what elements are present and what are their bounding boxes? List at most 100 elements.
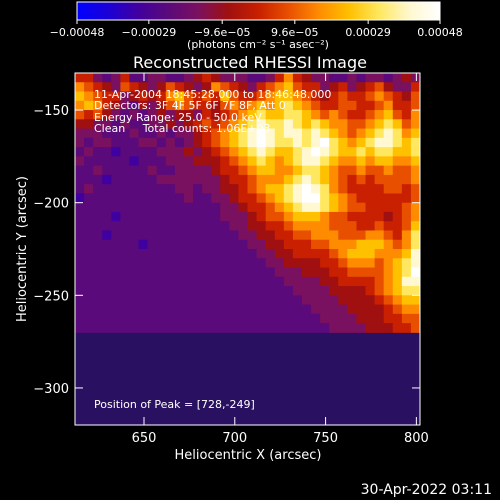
heatmap-cell (265, 100, 276, 111)
heatmap-cell (320, 91, 330, 102)
heatmap-cell (383, 202, 394, 213)
heatmap-cell (93, 184, 103, 194)
heatmap-cell (329, 267, 339, 278)
heatmap-cell (311, 323, 321, 333)
heatmap-cell (283, 221, 294, 231)
heatmap-cell (392, 276, 403, 287)
heatmap-cell (356, 323, 367, 333)
heatmap-cell (247, 286, 258, 296)
heatmap-cell (320, 82, 330, 93)
heatmap-cell (356, 249, 367, 259)
heatmap-cell (292, 286, 303, 296)
heatmap-cell (193, 147, 203, 157)
heatmap-cell (410, 286, 421, 296)
heatmap-cell (193, 267, 203, 278)
heatmap-cell (165, 295, 176, 306)
heatmap-cell (392, 202, 403, 213)
heatmap-cell (320, 137, 330, 148)
heatmap-cell (183, 295, 194, 306)
heatmap-cell (274, 286, 285, 296)
heatmap-cell (183, 286, 194, 296)
heatmap-cell (93, 174, 103, 185)
heatmap-cell (220, 211, 230, 222)
heatmap-cell (120, 193, 130, 204)
heatmap-cell (329, 82, 339, 93)
heatmap-cell (165, 174, 176, 185)
heatmap-cell (147, 249, 158, 259)
heatmap-cell (75, 174, 85, 185)
heatmap-cell (274, 100, 285, 111)
heatmap-cell (401, 119, 412, 130)
heatmap-cell (84, 100, 94, 111)
heatmap-cell (84, 249, 94, 259)
heatmap-cell (320, 165, 330, 176)
heatmap-cell (401, 165, 412, 176)
heatmap-cell (75, 276, 85, 287)
heatmap-cell (229, 267, 239, 278)
heatmap-cell (129, 304, 140, 315)
heatmap-cell (220, 202, 230, 213)
heatmap-cell (220, 239, 230, 250)
heatmap-cell (238, 304, 248, 315)
heatmap-cell (229, 295, 239, 306)
heatmap-cell (283, 91, 294, 102)
heatmap-cell (347, 258, 357, 269)
heatmap-cell (93, 165, 103, 176)
heatmap-cell (292, 73, 303, 83)
heatmap-cell (220, 119, 230, 130)
heatmap-cell (193, 165, 203, 176)
heatmap-cell (165, 258, 176, 269)
heatmap-cell (374, 202, 385, 213)
heatmap-cell (238, 267, 248, 278)
heatmap-cell (301, 221, 312, 231)
heatmap-cell (320, 267, 330, 278)
heatmap-cell (93, 313, 103, 324)
heatmap-cell (75, 119, 85, 130)
heatmap-cell (84, 110, 94, 120)
heatmap-cell (311, 230, 321, 241)
heatmap-cell (274, 230, 285, 241)
heatmap-cell (120, 313, 130, 324)
heatmap-cell (338, 91, 348, 102)
heatmap-cell (147, 267, 158, 278)
heatmap-cell (174, 211, 185, 222)
heatmap-cell (202, 276, 212, 287)
heatmap-cell (383, 165, 394, 176)
heatmap-cell (338, 239, 348, 250)
y-axis-label: Heliocentric Y (arcsec) (15, 176, 30, 322)
heatmap-cell (84, 276, 94, 287)
heatmap-cell (147, 91, 158, 102)
heatmap-cell (311, 82, 321, 93)
heatmap-cell (238, 147, 248, 157)
heatmap-cell (147, 156, 158, 167)
heatmap-cell (211, 211, 221, 222)
heatmap-cell (93, 276, 103, 287)
header-annotations: 11-Apr-2004 18:45:28.000 to 18:46:48.000… (94, 88, 331, 135)
heatmap-cell (238, 137, 248, 148)
heatmap-cell (329, 304, 339, 315)
heatmap-cell (256, 295, 267, 306)
heatmap-cell (301, 165, 312, 176)
heatmap-cell (147, 147, 158, 157)
heatmap-cell (93, 147, 103, 157)
heatmap-cell (356, 304, 367, 315)
heatmap-cell (93, 286, 103, 296)
heatmap-cell (347, 193, 357, 204)
heatmap-cell (401, 323, 412, 333)
heatmap-cell (374, 184, 385, 194)
heatmap-cell (265, 128, 276, 139)
heatmap-cell (392, 110, 403, 120)
heatmap-cell (329, 258, 339, 269)
heatmap-cell (365, 174, 376, 185)
heatmap-cell (292, 147, 303, 157)
heatmap-cell (183, 202, 194, 213)
heatmap-cell (320, 147, 330, 157)
heatmap-cell (93, 110, 103, 120)
heatmap-cell (374, 110, 385, 120)
heatmap-cell (183, 82, 194, 93)
heatmap-cell (183, 73, 194, 83)
heatmap-cell (256, 286, 267, 296)
heatmap-cell (347, 147, 357, 157)
heatmap-cell (410, 100, 421, 111)
heatmap-cell (247, 258, 258, 269)
